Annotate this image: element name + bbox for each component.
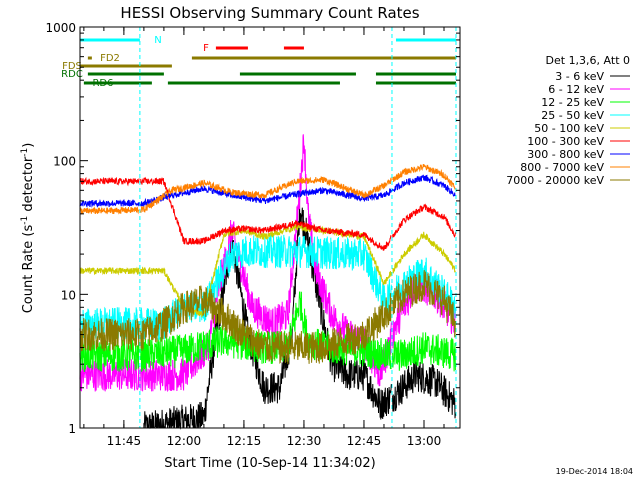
x-axis-label: Start Time (10-Sep-14 11:34:02) [164, 456, 375, 471]
legend-label: 300 - 800 keV [527, 148, 604, 161]
y-tick-label: 1000 [45, 21, 76, 35]
y-tick-label: 100 [53, 155, 76, 169]
series-lines [79, 134, 456, 430]
x-tick-label: 11:45 [107, 434, 142, 448]
y-tick-label: 10 [61, 288, 76, 302]
timestamp: 19-Dec-2014 18:04 [556, 467, 633, 476]
series-line-0 [143, 199, 456, 430]
plot-frame [79, 26, 461, 429]
series-line-7 [79, 164, 456, 215]
x-tick-label: 13:00 [407, 434, 442, 448]
legend-label: 3 - 6 keV [555, 70, 604, 83]
legend-label: 800 - 7000 keV [520, 161, 604, 174]
legend-label: 6 - 12 keV [548, 83, 604, 96]
flag-label: F [203, 43, 209, 54]
legend-label: 100 - 300 keV [527, 135, 604, 148]
flag-label: RD6 [92, 78, 113, 89]
flag-label: RDC [61, 69, 83, 80]
series-line-5 [79, 176, 456, 251]
y-tick-label: 1 [68, 422, 76, 436]
x-tick-label: 12:00 [167, 434, 202, 448]
series-line-6 [79, 174, 456, 208]
flag-label: FD2 [100, 53, 120, 64]
legend-title: Det 1,3,6, Att 0 [546, 54, 630, 67]
series-line-8 [79, 270, 456, 365]
x-tick-label: 12:15 [227, 434, 262, 448]
y-axis-label: Count Rate (s-1 detector-1) [20, 143, 36, 314]
x-tick-label: 12:30 [287, 434, 322, 448]
x-tick-label: 12:45 [347, 434, 382, 448]
legend-label: 7000 - 20000 keV [506, 174, 604, 187]
y-axis-ticks: 1 10 100 1000 [45, 21, 460, 436]
legend-label: 50 - 100 keV [534, 122, 604, 135]
flag-label: N [154, 35, 161, 46]
legend-label: 25 - 50 keV [541, 109, 604, 122]
chart-title: HESSI Observing Summary Count Rates [120, 4, 419, 22]
flag-label: FDS [62, 61, 82, 72]
x-axis-ticks: 11:45 12:00 12:15 12:30 12:45 13:00 [83, 27, 445, 448]
data-gap-markers [139, 27, 457, 428]
legend-label: 12 - 25 keV [541, 96, 604, 109]
